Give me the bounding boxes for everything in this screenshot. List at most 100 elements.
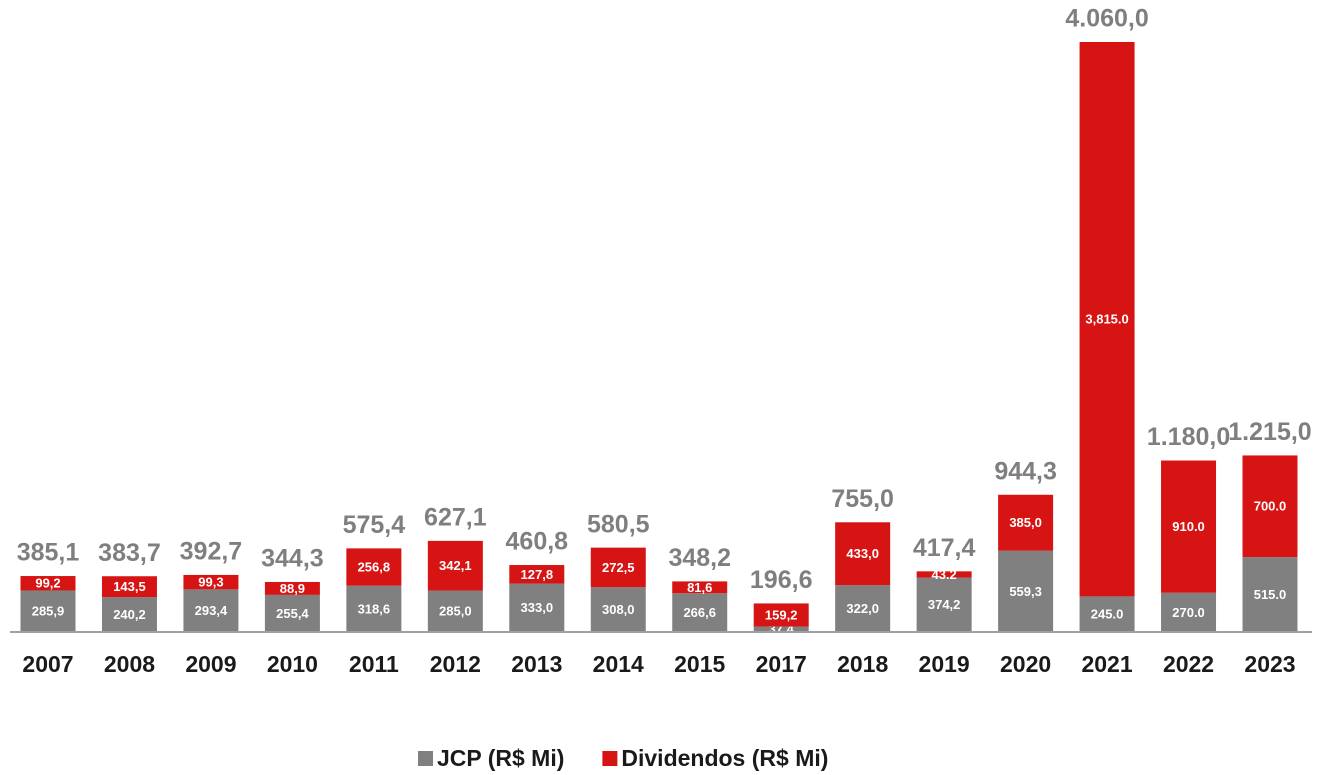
x-tick-label: 2013 (511, 651, 562, 677)
x-tick-label: 2018 (837, 651, 888, 677)
bar-segment (998, 494, 1054, 551)
bar-segment (20, 590, 76, 632)
bar-segment (427, 590, 483, 632)
x-tick-label: 2021 (1081, 651, 1132, 677)
value-label: 245.0 (1091, 607, 1124, 622)
total-label: 460,8 (506, 528, 569, 556)
bar-segment (672, 581, 728, 594)
bar-segment (835, 522, 891, 586)
legend-swatch (602, 751, 618, 766)
total-label: 1.215,0 (1228, 418, 1311, 446)
x-tick-label: 2014 (593, 651, 644, 677)
total-label: 344,3 (261, 545, 324, 573)
x-tick-label: 2011 (349, 651, 399, 677)
x-tick-label: 2022 (1163, 651, 1214, 677)
x-tick-label: 2009 (185, 651, 236, 677)
bar-segment (998, 550, 1054, 632)
value-label: 3,815.0 (1085, 312, 1128, 327)
value-label: 333,0 (521, 600, 554, 615)
bar-segment (101, 576, 157, 598)
value-label: 374,2 (928, 597, 961, 612)
bar-segment (916, 571, 972, 578)
value-label: 43.2 (931, 567, 956, 582)
value-label: 322,0 (846, 601, 879, 616)
total-label: 627,1 (424, 503, 487, 531)
bar-segment (1161, 592, 1217, 632)
value-label: 266,6 (683, 605, 716, 620)
value-label: 99,3 (198, 575, 223, 590)
value-label: 143,5 (113, 579, 146, 594)
legend-label: Dividendos (R$ Mi) (621, 745, 828, 771)
value-label: 285,9 (32, 604, 65, 619)
bar-segment (101, 597, 157, 632)
bar-segment (264, 594, 320, 632)
value-label: 255,4 (276, 606, 309, 621)
value-label: 308,0 (602, 602, 635, 617)
value-label: 700.0 (1254, 499, 1287, 514)
value-label: 270.0 (1172, 605, 1205, 620)
bar-segment (590, 547, 646, 588)
bar-segment (1161, 460, 1217, 593)
total-label: 196,6 (750, 566, 813, 594)
value-label: 99,2 (35, 576, 60, 591)
bar-segment (1079, 42, 1135, 597)
total-label: 348,2 (668, 544, 731, 572)
x-tick-label: 2019 (919, 651, 970, 677)
total-label: 1.180,0 (1147, 423, 1230, 451)
value-label: 910.0 (1172, 519, 1205, 534)
x-tick-label: 2017 (756, 651, 807, 677)
value-label: 318,6 (358, 601, 391, 616)
total-label: 755,0 (831, 485, 894, 513)
bar-segment (753, 603, 809, 627)
bar-segment (346, 585, 402, 632)
value-label: 515.0 (1254, 587, 1287, 602)
bar-segment (672, 593, 728, 632)
value-label: 240,2 (113, 607, 146, 622)
bar-segment (753, 626, 809, 632)
value-label: 159,2 (765, 607, 798, 622)
value-label: 433,0 (846, 546, 879, 561)
x-tick-label: 2007 (22, 651, 73, 677)
bar-segment (183, 589, 239, 632)
value-label: 127,8 (521, 567, 554, 582)
x-tick-label: 2012 (430, 651, 481, 677)
value-label: 88,9 (280, 581, 305, 596)
value-label: 342,1 (439, 558, 472, 573)
bar-segment (183, 574, 239, 590)
value-label: 293,4 (195, 603, 228, 618)
value-label: 559,3 (1009, 584, 1042, 599)
bar-segment (1079, 596, 1135, 632)
x-tick-label: 2010 (267, 651, 318, 677)
x-tick-label: 2015 (674, 651, 725, 677)
total-label: 575,4 (343, 511, 406, 539)
value-label: 385,0 (1009, 515, 1042, 530)
bar-segment (590, 587, 646, 632)
value-label: 256,8 (358, 559, 391, 574)
x-tick-label: 2023 (1244, 651, 1295, 677)
total-label: 944,3 (994, 457, 1057, 485)
legend-label: JCP (R$ Mi) (437, 745, 564, 771)
total-label: 417,4 (913, 534, 976, 562)
total-label: 385,1 (17, 539, 80, 567)
value-label: 285,0 (439, 604, 472, 619)
total-label: 4.060,0 (1065, 5, 1148, 33)
bar-segment (346, 548, 402, 586)
bar-segment (916, 577, 972, 632)
x-tick-label: 2008 (104, 651, 155, 677)
bar-segment (1242, 557, 1298, 632)
bar-segment (20, 576, 76, 591)
total-label: 392,7 (180, 538, 243, 566)
bar-segment (509, 565, 565, 584)
bar-segment (509, 583, 565, 632)
bar-segment (427, 540, 483, 591)
bar-segment (264, 581, 320, 595)
value-label: 272,5 (602, 560, 635, 575)
legend-swatch (418, 751, 433, 766)
value-label: 81,6 (687, 580, 712, 595)
total-label: 383,7 (98, 539, 161, 567)
x-tick-label: 2020 (1000, 651, 1051, 677)
total-label: 580,5 (587, 510, 650, 538)
bar-segment (835, 585, 891, 632)
bar-segment (1242, 455, 1298, 558)
